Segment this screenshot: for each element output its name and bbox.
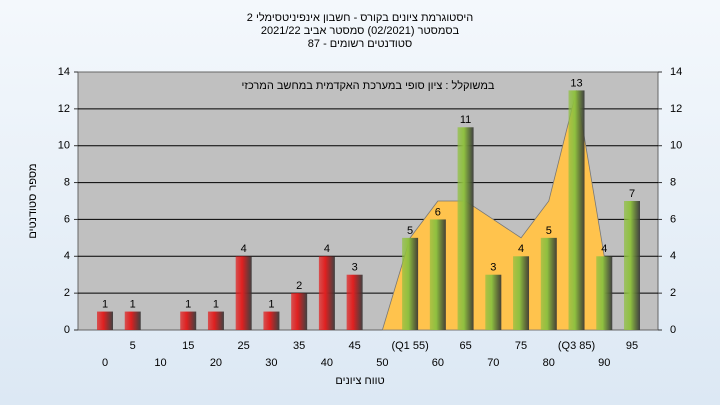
- x-tick-label: 0: [102, 357, 108, 369]
- x-tick-label: 40: [321, 357, 333, 369]
- bar: [291, 293, 308, 330]
- y-tick-label: 14: [58, 66, 70, 78]
- x-tick-label: 35: [293, 340, 305, 352]
- bar: [429, 219, 446, 330]
- data-label: 13: [570, 77, 582, 89]
- x-tick-label: 50: [376, 357, 388, 369]
- y2-tick-label: 0: [670, 324, 676, 336]
- y-tick-label: 10: [58, 140, 70, 152]
- x-tick-label: 15: [182, 340, 194, 352]
- bar: [513, 256, 530, 330]
- bar: [318, 256, 335, 330]
- x-tick-label: 60: [432, 357, 444, 369]
- x-tick-label: (Q3 85): [558, 340, 595, 352]
- y2-tick-label: 10: [670, 140, 682, 152]
- x-tick-label: 65: [459, 340, 471, 352]
- bar: [97, 311, 113, 330]
- data-label: 11: [460, 114, 471, 126]
- y2-tick-label: 4: [670, 250, 676, 262]
- data-label: 1: [102, 298, 108, 310]
- bar: [207, 311, 224, 330]
- data-label: 3: [490, 262, 496, 274]
- annotation: במשוקלל : ציון סופי במערכת האקדמית במחשב…: [242, 79, 495, 92]
- x-axis-label: טווח ציונים: [335, 375, 384, 387]
- x-tick-label: 70: [487, 357, 499, 369]
- data-label: 5: [546, 225, 552, 237]
- data-label: 5: [407, 225, 413, 237]
- x-tick-label: 90: [598, 357, 610, 369]
- bar: [457, 127, 474, 331]
- bar: [346, 274, 363, 330]
- x-tick-label: (Q1 55): [391, 340, 428, 352]
- y-tick-label: 2: [64, 287, 70, 299]
- y-tick-label: 12: [58, 103, 70, 115]
- bar: [402, 237, 419, 330]
- x-tick-label: 25: [238, 340, 250, 352]
- data-label: 4: [518, 243, 524, 255]
- bar: [596, 256, 613, 330]
- data-label: 4: [241, 243, 247, 255]
- x-tick-label: 10: [154, 357, 166, 369]
- y-tick-label: 8: [64, 176, 70, 188]
- y-tick-label: 0: [64, 324, 70, 336]
- x-tick-label: 75: [515, 340, 527, 352]
- y-tick-label: 4: [64, 250, 70, 262]
- y-axis-label: מספר סטודנטים: [27, 163, 39, 238]
- data-label: 3: [352, 262, 358, 274]
- y2-tick-label: 6: [670, 213, 676, 225]
- x-tick-label: 5: [130, 340, 136, 352]
- x-tick-label: 30: [265, 357, 277, 369]
- y2-tick-label: 8: [670, 176, 676, 188]
- data-label: 6: [435, 206, 441, 218]
- chart-subtitle: סטודנטים רשומים - 87: [308, 38, 412, 50]
- x-tick-label: 95: [626, 340, 638, 352]
- x-tick-label: 80: [543, 357, 555, 369]
- bar: [263, 311, 280, 330]
- y2-tick-label: 14: [670, 66, 682, 78]
- bar: [235, 256, 252, 330]
- data-label: 2: [296, 280, 302, 292]
- x-tick-label: 20: [210, 357, 222, 369]
- bar: [124, 311, 141, 330]
- bar: [180, 311, 197, 330]
- y2-tick-label: 2: [670, 287, 676, 299]
- chart-subtitle: בסמסטר (02/2021) סמסטר אביב 2021/22: [261, 25, 460, 37]
- data-label: 1: [130, 298, 136, 310]
- data-label: 7: [629, 188, 635, 200]
- data-label: 1: [268, 298, 274, 310]
- data-label: 1: [213, 298, 219, 310]
- bar: [540, 237, 557, 330]
- data-label: 4: [324, 243, 330, 255]
- y2-tick-label: 12: [670, 103, 682, 115]
- data-label: 1: [185, 298, 191, 310]
- x-tick-label: 45: [349, 340, 361, 352]
- chart-title: היסטוגרמת ציונים בקורס - חשבון אינפיניטס…: [247, 11, 473, 24]
- data-label: 4: [601, 243, 607, 255]
- bar: [485, 274, 502, 330]
- bar: [568, 90, 585, 330]
- y-tick-label: 6: [64, 213, 70, 225]
- bar: [624, 201, 640, 330]
